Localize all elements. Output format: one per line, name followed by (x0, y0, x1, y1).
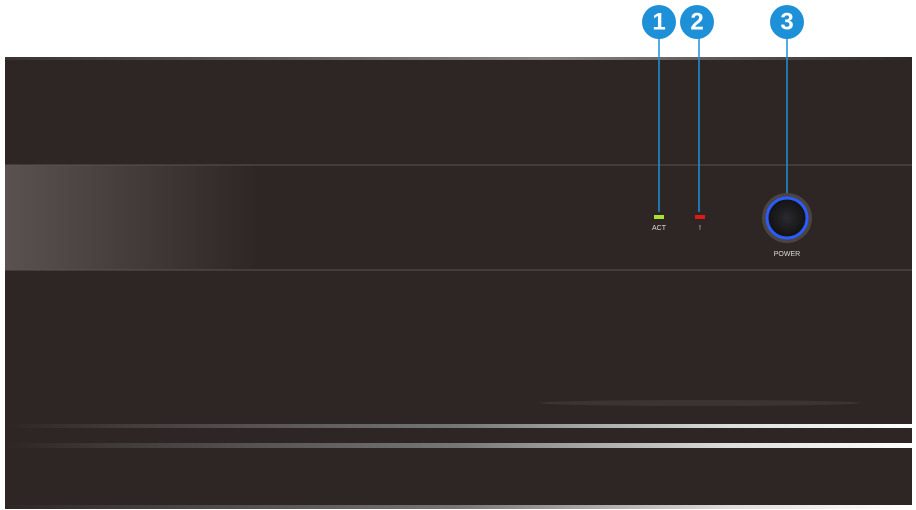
callout-number: 1 (652, 9, 665, 36)
callouts: 1 2 3 (642, 5, 804, 39)
button-ring[interactable] (765, 196, 809, 240)
top-edge (5, 57, 912, 60)
callout-badge (770, 5, 804, 39)
trim-strip (5, 505, 912, 509)
reflection (540, 400, 860, 406)
front-band (5, 165, 912, 270)
led-label: ACT (652, 225, 667, 232)
button-label: POWER (774, 251, 800, 258)
callout-number: 2 (690, 9, 703, 36)
panel (5, 57, 912, 509)
alarm-led (695, 215, 705, 219)
callout-number: 3 (780, 9, 793, 36)
led-label: ! (699, 225, 701, 232)
indicators: ACT ! (652, 215, 705, 232)
callout-badge (642, 5, 676, 39)
leaders (658, 38, 788, 212)
act-led (654, 215, 664, 219)
callout-badge (680, 5, 714, 39)
trim-strip (5, 424, 912, 428)
chassis (5, 57, 912, 509)
power-button[interactable]: POWER (762, 193, 812, 258)
trim-strip (5, 443, 912, 448)
